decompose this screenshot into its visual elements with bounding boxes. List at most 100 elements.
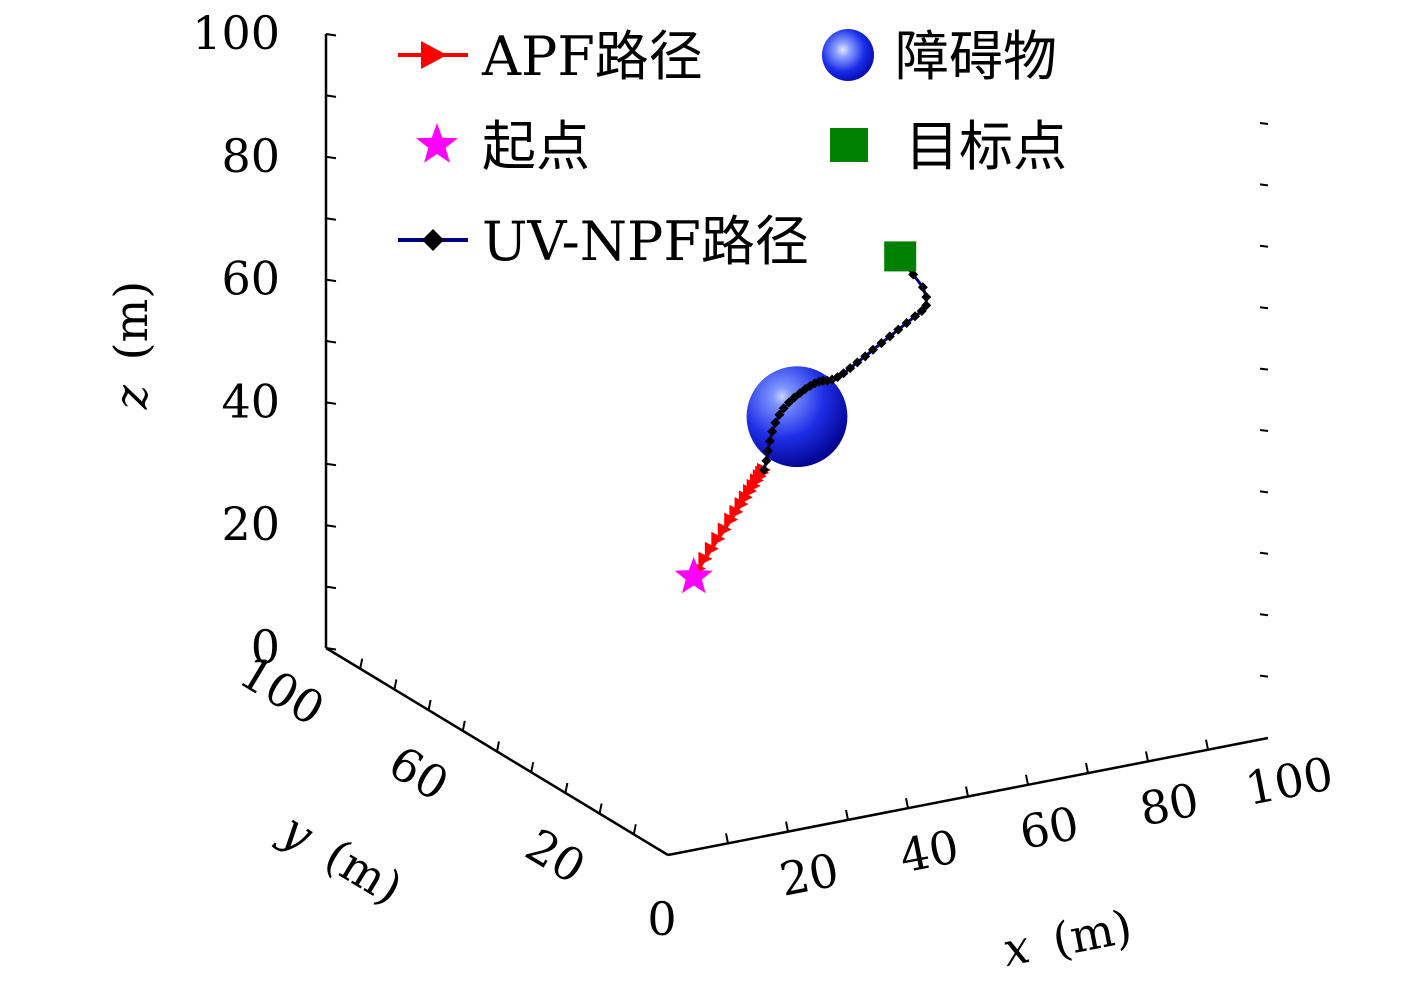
z-tick-70 <box>325 217 337 221</box>
z-tick-right-50 <box>1259 429 1269 432</box>
start-marker <box>674 557 713 594</box>
z-tick-right-90 <box>1259 183 1269 187</box>
uvnpf-marker-26 <box>893 324 904 335</box>
z-tick-0 <box>325 647 337 651</box>
apf-marker-4 <box>717 522 732 537</box>
z-tick-30 <box>325 462 337 467</box>
apf-marker-6 <box>729 504 744 519</box>
z-tick-right-70 <box>1259 306 1269 310</box>
endpoints-layer <box>674 241 917 594</box>
y-axis-label-var: y <box>271 801 324 862</box>
uvnpf-marker-25 <box>884 331 895 342</box>
uvnpf-marker-33 <box>908 269 919 280</box>
z-tick-40 <box>325 401 337 405</box>
z-tick-label-20: 20 <box>221 497 280 551</box>
x-tick-50 <box>965 786 969 797</box>
x-tick-label-0: 0 <box>647 892 676 946</box>
apf-marker-2 <box>704 541 719 556</box>
goal-marker <box>884 241 917 272</box>
z-axis-label: z (m) <box>104 281 158 410</box>
x-tick-label-80: 80 <box>1135 772 1203 836</box>
z-tick-label-40: 40 <box>221 374 280 428</box>
legend-item-obstacle: 障碍物 <box>822 25 1057 88</box>
uvnpf-marker-2 <box>762 446 773 457</box>
legend-uvnpf-marker <box>422 229 444 251</box>
z-tick-90 <box>325 94 337 98</box>
uvnpf-marker-24 <box>876 338 887 349</box>
z-tick-label-80: 80 <box>221 129 280 183</box>
z-tick-100 <box>325 33 337 37</box>
z-tick-right-100 <box>1259 122 1269 125</box>
y-tick-30 <box>564 782 569 794</box>
legend-goal-marker <box>830 128 868 162</box>
z-tick-right-10 <box>1259 674 1269 678</box>
x-tick-20 <box>785 821 789 832</box>
svg-text:x (m): x (m) <box>998 899 1136 977</box>
legend-start-label: 起点 <box>482 115 590 178</box>
z-tick-label-0: 0 <box>251 620 280 674</box>
y-tick-70 <box>427 699 432 711</box>
legend-goal-label: 目标点 <box>905 115 1067 178</box>
axis-ticks <box>325 33 1269 844</box>
uvnpf-marker-23 <box>868 344 879 355</box>
legend-obstacle-label: 障碍物 <box>895 25 1057 88</box>
z-tick-right-40 <box>1259 490 1269 494</box>
x-axis-label-var: x <box>998 919 1034 977</box>
y-tick-label-100: 100 <box>231 645 334 737</box>
y-tick-label-group-20: 20 <box>517 818 595 894</box>
z-axis-label-unit: (m) <box>104 281 158 361</box>
apf-marker-5 <box>724 512 739 527</box>
x-tick-80 <box>1145 751 1149 762</box>
uvnpf-marker-7 <box>778 403 789 414</box>
legend-apf-marker <box>421 41 447 69</box>
x-tick-label-group-20: 20 <box>775 843 843 907</box>
legend-apf-label: APF路径 <box>481 25 703 88</box>
uvnpf-marker-3 <box>764 436 775 447</box>
y-tick-20 <box>598 803 603 814</box>
x-tick-30 <box>845 809 849 821</box>
x-tick-label-group-80: 80 <box>1135 772 1203 836</box>
y-axis-label-unit: (m) <box>316 828 412 915</box>
apf-path-series <box>691 462 771 576</box>
uvnpf-marker-30 <box>921 300 932 311</box>
y-tick-60 <box>461 720 466 731</box>
uvnpf-path-series <box>758 251 932 475</box>
x-tick-label-group-60: 60 <box>1015 796 1083 860</box>
y-axis-label: y (m) <box>271 801 412 915</box>
x-tick-10 <box>725 833 729 844</box>
uvnpf-marker-6 <box>774 409 785 420</box>
legend-start-marker <box>416 123 458 163</box>
legend-item-goal: 目标点 <box>830 115 1067 178</box>
y-tick-label-60: 60 <box>380 735 458 811</box>
legend-item-start: 起点 <box>416 115 590 178</box>
legend-uvnpf-label: UV-NPF路径 <box>482 210 809 273</box>
y-tick-90 <box>359 658 364 669</box>
y-tick-label-20: 20 <box>517 818 595 894</box>
y-tick-label-group-100: 100 <box>231 645 334 737</box>
z-tick-20 <box>325 524 337 528</box>
x-tick-label-20: 20 <box>775 843 843 907</box>
uvnpf-marker-8 <box>783 397 794 408</box>
z-tick-right-20 <box>1259 613 1269 617</box>
legend-item-uvnpf: UV-NPF路径 <box>398 210 809 273</box>
z-tick-label-100: 100 <box>192 6 280 60</box>
uvnpf-marker-21 <box>852 357 863 368</box>
x-axis-label: x (m) <box>998 899 1136 977</box>
z-tick-right-80 <box>1259 244 1269 248</box>
z-tick-label-60: 60 <box>221 252 280 306</box>
uvnpf-marker-0 <box>758 464 769 475</box>
y-tick-label-group-60: 60 <box>380 735 458 811</box>
uvnpf-marker-27 <box>901 317 912 328</box>
x-tick-90 <box>1205 739 1209 750</box>
z-tick-right-60 <box>1259 367 1269 371</box>
z-tick-80 <box>325 155 337 160</box>
uvnpf-marker-9 <box>789 392 800 403</box>
uvnpf-marker-1 <box>761 455 772 466</box>
x-axis-label-unit: (m) <box>1048 899 1136 967</box>
x-tick-label-60: 60 <box>1015 796 1083 860</box>
uvnpf-marker-29 <box>916 306 927 317</box>
uvnpf-marker-5 <box>770 417 781 428</box>
apf-marker-8 <box>738 490 753 505</box>
uvnpf-marker-31 <box>921 292 932 303</box>
